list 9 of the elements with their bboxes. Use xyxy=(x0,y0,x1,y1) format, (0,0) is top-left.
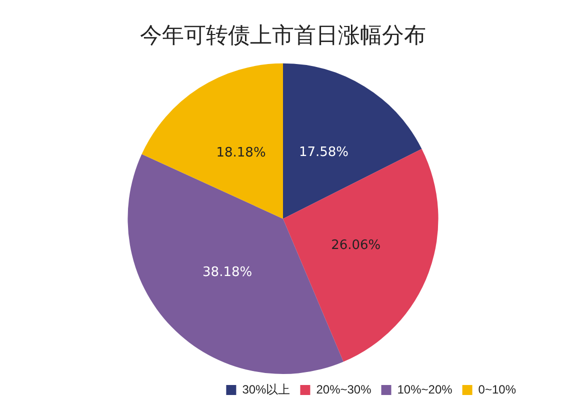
chart-title: 今年可转债上市首日涨幅分布 xyxy=(140,22,426,48)
data-label: 17.58% xyxy=(298,144,349,160)
legend-label: 0~10% xyxy=(478,382,516,396)
legend-label: 20%~30% xyxy=(316,382,372,396)
data-label: 18.18% xyxy=(216,146,266,161)
data-label: 26.06% xyxy=(331,238,381,253)
legend-label: 30%以上 xyxy=(242,382,290,396)
legend-label: 10%~20% xyxy=(397,382,453,396)
data-label: 38.18% xyxy=(202,265,252,280)
